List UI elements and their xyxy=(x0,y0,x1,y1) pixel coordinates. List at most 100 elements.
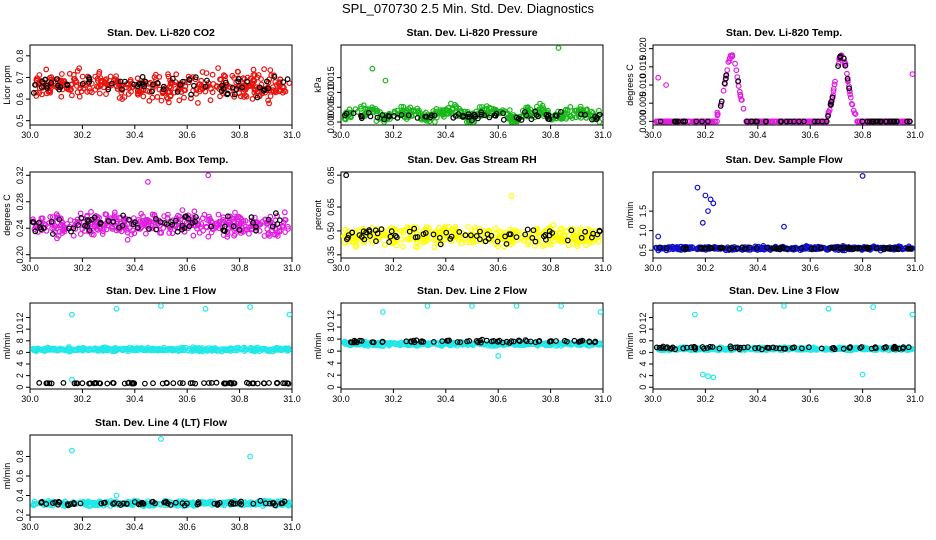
x-tick-label: 30.2 xyxy=(697,263,715,273)
overlay-point xyxy=(764,244,770,251)
overlay-point xyxy=(142,78,149,85)
data-point xyxy=(130,347,137,354)
overlay-point xyxy=(723,75,729,82)
data-point xyxy=(276,86,283,93)
data-point xyxy=(35,345,41,352)
overlay-point xyxy=(783,118,790,125)
chart-title: Stan. Dev. Li-820 CO2 xyxy=(107,27,215,39)
x-tick-label: 30.8 xyxy=(231,263,249,273)
data-point xyxy=(447,109,453,116)
data-point xyxy=(569,235,576,241)
data-point xyxy=(435,224,442,231)
data-point xyxy=(149,211,156,218)
overlay-point xyxy=(718,98,725,105)
overlay-point xyxy=(494,238,501,245)
x-tick-label: 30.2 xyxy=(74,522,92,532)
data-point xyxy=(854,346,860,353)
overlay-point xyxy=(43,83,50,89)
overlay-point xyxy=(840,345,847,352)
overlay-point xyxy=(111,500,118,506)
data-point xyxy=(400,107,407,114)
data-point xyxy=(88,208,94,215)
data-point xyxy=(68,311,75,318)
data-point xyxy=(437,238,444,245)
data-point xyxy=(535,233,541,240)
data-point xyxy=(68,376,75,383)
data-point xyxy=(400,103,407,110)
data-points xyxy=(341,45,603,125)
y-tick-label: 8 xyxy=(15,338,25,343)
data-point xyxy=(472,224,478,231)
chart-title: Stan. Dev. Sample Flow xyxy=(725,154,843,166)
overlay-point xyxy=(265,216,272,223)
overlay-point xyxy=(513,234,520,241)
overlay-point xyxy=(535,338,542,345)
overlay-point xyxy=(386,239,393,245)
data-point xyxy=(835,60,842,67)
overlay-point xyxy=(214,502,221,508)
overlay-point xyxy=(356,337,363,344)
overlay-point xyxy=(806,344,812,351)
data-point xyxy=(171,347,178,354)
data-point xyxy=(96,90,103,97)
overlay-point xyxy=(244,78,251,85)
x-tick-label: 30.8 xyxy=(231,394,249,404)
data-point xyxy=(241,94,247,100)
overlay-point xyxy=(360,228,367,235)
overlay-point xyxy=(481,112,488,119)
data-point xyxy=(148,346,155,352)
data-point xyxy=(270,87,276,94)
y-tick-label: 0.8 xyxy=(15,450,25,463)
overlay-point xyxy=(232,500,239,507)
x-tick-label: 30.4 xyxy=(126,522,144,532)
overlay-point xyxy=(503,240,510,247)
data-point xyxy=(36,72,43,78)
data-point xyxy=(59,71,65,77)
overlay-point xyxy=(150,380,156,387)
x-tick-label: 30.0 xyxy=(21,130,39,140)
data-point xyxy=(849,101,856,108)
overlay-point xyxy=(387,233,394,240)
overlay-point xyxy=(430,231,437,238)
data-point xyxy=(539,243,546,250)
data-point xyxy=(158,303,164,309)
overlay-point xyxy=(274,380,280,387)
data-point xyxy=(225,219,232,226)
data-point xyxy=(176,97,183,104)
overlay-point xyxy=(342,112,348,119)
data-point xyxy=(100,225,107,232)
overlay-point xyxy=(64,82,71,89)
data-point xyxy=(94,346,101,353)
data-point xyxy=(710,374,717,381)
data-point xyxy=(69,346,75,353)
overlay-point xyxy=(125,380,132,387)
data-point xyxy=(702,118,709,125)
data-point xyxy=(139,345,146,352)
data-point xyxy=(210,80,217,87)
data-point xyxy=(414,105,421,112)
data-point xyxy=(181,94,187,101)
y-axis-label: percent xyxy=(313,199,323,230)
y-tick-label: 0 xyxy=(326,385,336,390)
x-tick-label: 30.0 xyxy=(332,130,350,140)
data-point xyxy=(199,69,206,75)
overlay-point xyxy=(260,87,267,94)
data-point xyxy=(470,342,476,349)
overlay-point xyxy=(163,498,170,505)
data-point xyxy=(558,303,564,309)
y-tick-label: 0.2 xyxy=(15,509,25,522)
data-point xyxy=(166,83,173,90)
overlay-point xyxy=(86,380,92,387)
data-point xyxy=(68,447,75,454)
y-tick-label: 0.32 xyxy=(15,167,25,185)
overlay-point xyxy=(705,118,711,125)
overlay-point xyxy=(250,219,257,226)
overlay-point xyxy=(373,238,379,245)
overlay-point xyxy=(203,77,210,84)
data-point xyxy=(30,216,36,223)
data-point xyxy=(495,353,502,359)
x-tick-label: 30.8 xyxy=(542,130,560,140)
data-point xyxy=(215,211,222,218)
x-tick-label: 30.2 xyxy=(697,130,715,140)
